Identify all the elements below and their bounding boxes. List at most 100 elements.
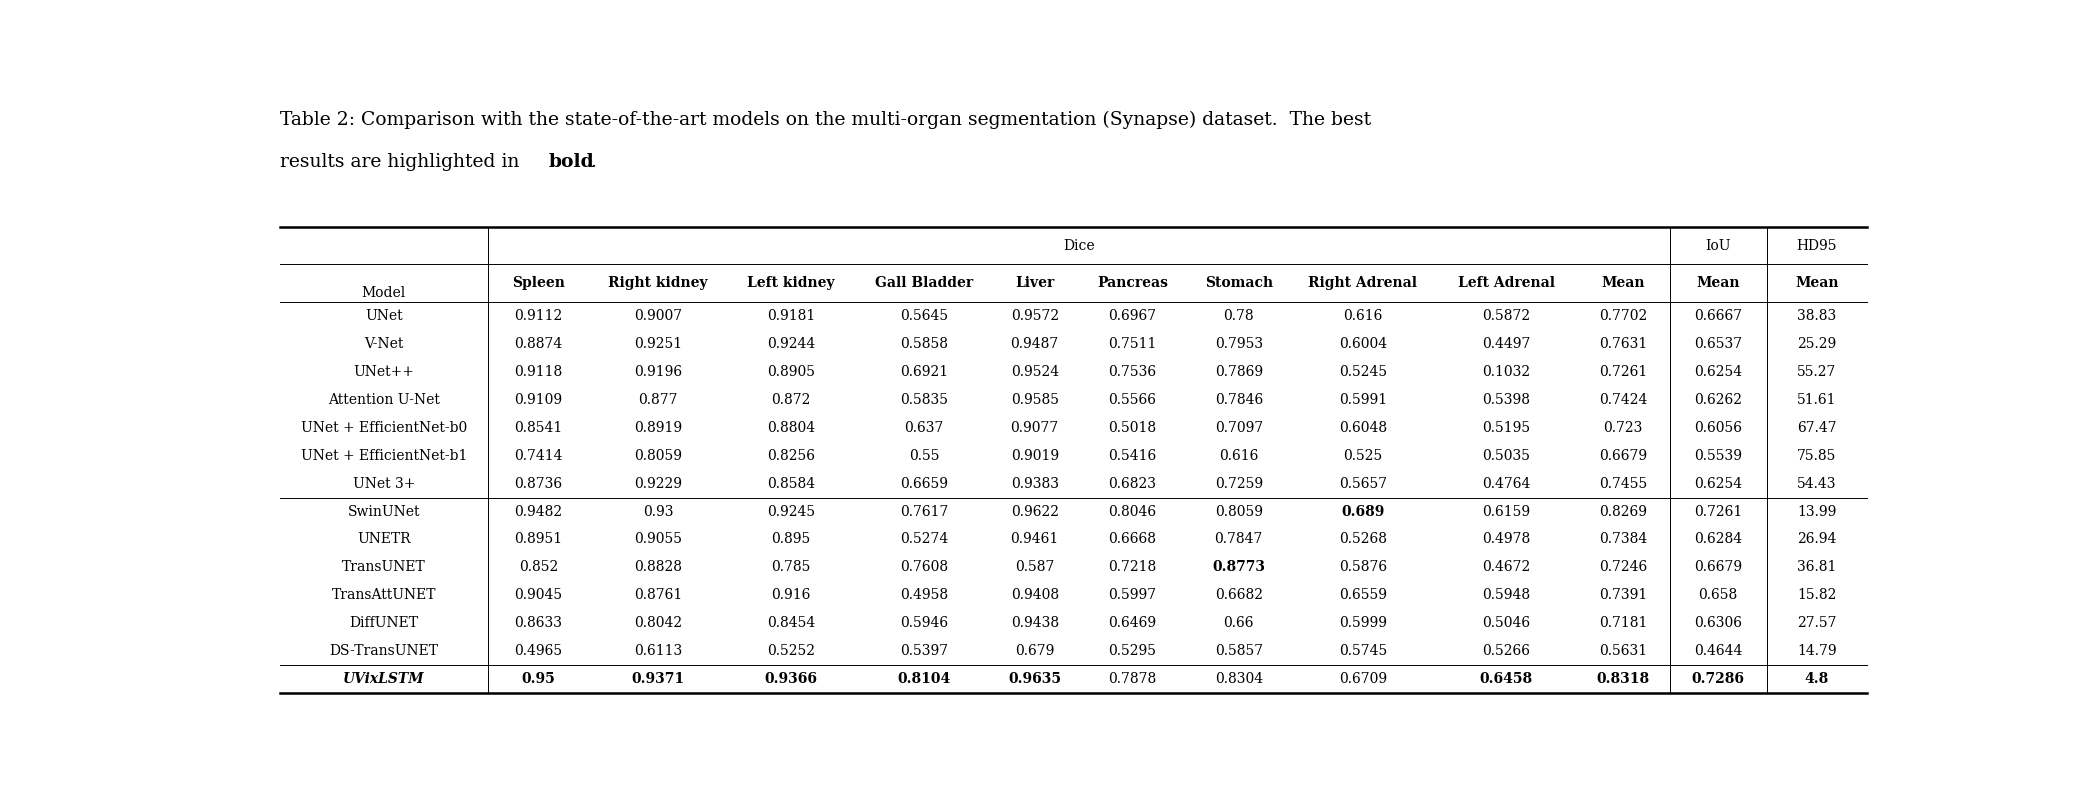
Text: 0.6004: 0.6004 [1339, 337, 1387, 351]
Text: 0.9045: 0.9045 [515, 588, 563, 603]
Text: results are highlighted in: results are highlighted in [279, 153, 525, 170]
Text: 0.9585: 0.9585 [1011, 393, 1059, 407]
Text: 0.4958: 0.4958 [901, 588, 949, 603]
Text: 0.6254: 0.6254 [1695, 477, 1743, 490]
Text: 0.5999: 0.5999 [1339, 616, 1387, 630]
Text: 0.8874: 0.8874 [515, 337, 563, 351]
Text: 75.85: 75.85 [1797, 449, 1837, 462]
Text: 26.94: 26.94 [1797, 533, 1837, 547]
Text: 0.6262: 0.6262 [1695, 393, 1743, 407]
Text: 0.8773: 0.8773 [1211, 560, 1266, 575]
Text: 0.55: 0.55 [909, 449, 938, 462]
Text: 36.81: 36.81 [1797, 560, 1837, 575]
Text: V-Net: V-Net [365, 337, 404, 351]
Text: 0.4965: 0.4965 [515, 644, 563, 658]
Text: 0.7617: 0.7617 [901, 505, 949, 518]
Text: 0.4644: 0.4644 [1693, 644, 1743, 658]
Text: 0.6679: 0.6679 [1695, 560, 1743, 575]
Text: UNet + EfficientNet-b1: UNet + EfficientNet-b1 [300, 449, 467, 462]
Text: HD95: HD95 [1797, 239, 1837, 252]
Text: 0.7455: 0.7455 [1599, 477, 1647, 490]
Text: Table 2: Comparison with the state-of-the-art models on the multi-organ segmenta: Table 2: Comparison with the state-of-th… [279, 111, 1372, 129]
Text: Dice: Dice [1063, 239, 1095, 252]
Text: Liver: Liver [1015, 276, 1055, 290]
Text: 0.7097: 0.7097 [1216, 421, 1264, 435]
Text: 0.9366: 0.9366 [765, 672, 817, 686]
Text: Right kidney: Right kidney [609, 276, 709, 290]
Text: 0.1032: 0.1032 [1482, 365, 1530, 379]
Text: 0.5195: 0.5195 [1482, 421, 1530, 435]
Text: Stomach: Stomach [1205, 276, 1272, 290]
Text: 0.9635: 0.9635 [1009, 672, 1061, 686]
Text: 0.5295: 0.5295 [1109, 644, 1157, 658]
Text: 0.5631: 0.5631 [1599, 644, 1647, 658]
Text: 0.4764: 0.4764 [1482, 477, 1530, 490]
Text: 0.9077: 0.9077 [1011, 421, 1059, 435]
Text: 0.5857: 0.5857 [1216, 644, 1264, 658]
Text: 0.5539: 0.5539 [1695, 449, 1743, 462]
Text: 0.5245: 0.5245 [1339, 365, 1387, 379]
Text: 0.723: 0.723 [1603, 421, 1643, 435]
Text: 0.6559: 0.6559 [1339, 588, 1387, 603]
Text: 0.6967: 0.6967 [1109, 309, 1157, 323]
Text: 0.78: 0.78 [1224, 309, 1253, 323]
Text: 0.9487: 0.9487 [1011, 337, 1059, 351]
Text: 0.9572: 0.9572 [1011, 309, 1059, 323]
Text: 0.5397: 0.5397 [901, 644, 949, 658]
Text: TransUNET: TransUNET [342, 560, 425, 575]
Text: UNet++: UNet++ [352, 365, 415, 379]
Text: 0.5035: 0.5035 [1482, 449, 1530, 462]
Text: 0.4672: 0.4672 [1482, 560, 1530, 575]
Text: 0.7286: 0.7286 [1691, 672, 1745, 686]
Text: 0.6709: 0.6709 [1339, 672, 1387, 686]
Text: TransAttUNET: TransAttUNET [332, 588, 436, 603]
Text: 0.852: 0.852 [519, 560, 559, 575]
Text: Mean: Mean [1601, 276, 1645, 290]
Text: 0.6921: 0.6921 [901, 365, 949, 379]
Text: Pancreas: Pancreas [1097, 276, 1168, 290]
Text: 0.8256: 0.8256 [767, 449, 815, 462]
Text: 0.9244: 0.9244 [767, 337, 815, 351]
Text: 0.8046: 0.8046 [1109, 505, 1157, 518]
Text: 0.8059: 0.8059 [634, 449, 682, 462]
Text: 0.6659: 0.6659 [901, 477, 949, 490]
Text: 0.93: 0.93 [642, 505, 673, 518]
Text: 0.7246: 0.7246 [1599, 560, 1647, 575]
Text: 0.8736: 0.8736 [515, 477, 563, 490]
Text: 27.57: 27.57 [1797, 616, 1837, 630]
Text: 0.785: 0.785 [771, 560, 811, 575]
Text: 0.5018: 0.5018 [1109, 421, 1157, 435]
Text: 0.9196: 0.9196 [634, 365, 682, 379]
Text: 0.916: 0.916 [771, 588, 811, 603]
Text: 0.6668: 0.6668 [1109, 533, 1157, 547]
Text: 0.8905: 0.8905 [767, 365, 815, 379]
Text: 0.7878: 0.7878 [1109, 672, 1157, 686]
Text: 0.5835: 0.5835 [901, 393, 949, 407]
Text: DiffUNET: DiffUNET [350, 616, 419, 630]
Text: 0.5252: 0.5252 [767, 644, 815, 658]
Text: 0.9229: 0.9229 [634, 477, 682, 490]
Text: 0.4497: 0.4497 [1482, 337, 1530, 351]
Text: 0.7953: 0.7953 [1216, 337, 1264, 351]
Text: 0.9245: 0.9245 [767, 505, 815, 518]
Text: 0.6284: 0.6284 [1695, 533, 1743, 547]
Text: Left Adrenal: Left Adrenal [1457, 276, 1555, 290]
Text: 0.9408: 0.9408 [1011, 588, 1059, 603]
Text: 0.4978: 0.4978 [1482, 533, 1530, 547]
Text: 0.6048: 0.6048 [1339, 421, 1387, 435]
Text: 0.6469: 0.6469 [1109, 616, 1157, 630]
Text: 0.5876: 0.5876 [1339, 560, 1387, 575]
Text: UNet 3+: UNet 3+ [352, 477, 415, 490]
Text: 0.9622: 0.9622 [1011, 505, 1059, 518]
Text: 0.8541: 0.8541 [515, 421, 563, 435]
Text: 0.8269: 0.8269 [1599, 505, 1647, 518]
Text: 25.29: 25.29 [1797, 337, 1837, 351]
Text: 0.5745: 0.5745 [1339, 644, 1387, 658]
Text: UNet: UNet [365, 309, 402, 323]
Text: 0.95: 0.95 [521, 672, 555, 686]
Text: 0.7536: 0.7536 [1109, 365, 1157, 379]
Text: 0.5946: 0.5946 [901, 616, 949, 630]
Text: 0.6458: 0.6458 [1480, 672, 1532, 686]
Text: 0.7511: 0.7511 [1107, 337, 1157, 351]
Text: Right Adrenal: Right Adrenal [1307, 276, 1418, 290]
